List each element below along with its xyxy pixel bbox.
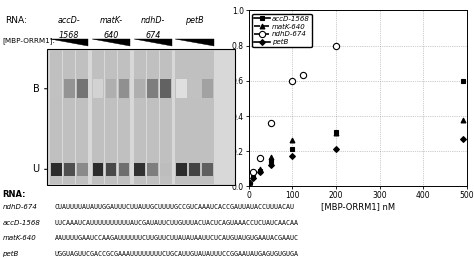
X-axis label: [MBP-ORRM1] nM: [MBP-ORRM1] nM (321, 202, 395, 211)
Bar (46, 49, 235, 185)
Bar (147, 79, 158, 98)
Bar (189, 79, 200, 98)
Bar (51, 163, 62, 176)
Text: [MBP-ORRM1]:: [MBP-ORRM1]: (2, 37, 55, 44)
Text: RNA:: RNA: (5, 16, 27, 25)
Bar (118, 50, 130, 184)
Legend: accD-1568, matK-640, ndhD-674, petB: accD-1568, matK-640, ndhD-674, petB (252, 14, 312, 47)
Bar (92, 79, 103, 98)
Text: 1568: 1568 (59, 32, 80, 40)
Bar (189, 163, 200, 176)
Text: accD-: accD- (58, 16, 81, 25)
Bar (77, 79, 88, 98)
Bar (105, 50, 117, 184)
Bar (64, 79, 74, 98)
Text: petB: petB (2, 251, 18, 257)
Polygon shape (175, 39, 214, 46)
Text: RNA:: RNA: (2, 190, 26, 199)
Bar (118, 163, 129, 176)
Bar (92, 163, 103, 176)
Bar (64, 163, 74, 176)
Text: accD-1568: accD-1568 (2, 220, 40, 226)
Bar (134, 163, 145, 176)
Y-axis label: FRACTION BOUND: FRACTION BOUND (221, 60, 230, 136)
Bar (106, 163, 117, 176)
Polygon shape (134, 39, 172, 46)
Text: 640: 640 (103, 32, 118, 40)
Text: B: B (33, 84, 39, 94)
Bar (118, 79, 129, 98)
Bar (176, 163, 187, 176)
Polygon shape (50, 39, 88, 46)
Bar (147, 163, 158, 176)
Bar (134, 79, 145, 98)
Bar (160, 163, 171, 176)
Bar (77, 163, 88, 176)
Text: AAUUUUGAAUCCAAGAUUUUUUCUUGUUCUUAUAUAAUUCUCAUGUAUGUGAAUACGAAUC: AAUUUUGAAUCCAAGAUUUUUUCUUGUUCUUAUAUAAUUC… (55, 235, 299, 241)
Bar (175, 50, 188, 184)
Bar (106, 79, 117, 98)
Text: UGGUAGUUCGACCGCGAAAUUUUUUUUCUGCAUUGUAUAUUUCCGGAAUAUGAGUGUGUGA: UGGUAGUUCGACCGCGAAAUUUUUUUUCUGCAUUGUAUAU… (55, 251, 299, 257)
Text: U: U (32, 164, 39, 174)
Bar (92, 50, 104, 184)
Text: UUCAAAUCAUUUUUUUUUUAUCGAUAUUCUUGUUUACUACUCAGUAAACCUCUAUCAACAA: UUCAAAUCAUUUUUUUUUUAUCGAUAUUCUUGUUUACUAC… (55, 220, 299, 226)
Bar (50, 50, 63, 184)
Text: matK-: matK- (100, 16, 123, 25)
Bar (160, 50, 172, 184)
Polygon shape (92, 39, 130, 46)
Text: petB: petB (185, 16, 204, 25)
Bar (189, 50, 201, 184)
Text: ndhD-: ndhD- (141, 16, 165, 25)
Text: matK-640: matK-640 (2, 235, 36, 241)
Text: CUAUUUUAUAUUGGAUUUCUUAUUGCUUUUGCCGUCAAAUCACCGAUUAUACCUUUACAU: CUAUUUUAUAUUGGAUUUCUUAUUGCUUUUGCCGUCAAAU… (55, 204, 294, 211)
Bar (201, 50, 214, 184)
Bar (51, 79, 62, 98)
Bar (63, 50, 75, 184)
Bar (134, 50, 146, 184)
Bar (76, 50, 88, 184)
Text: 674: 674 (145, 32, 161, 40)
Bar (176, 79, 187, 98)
Bar (146, 50, 159, 184)
Text: ndhD-674: ndhD-674 (2, 204, 37, 211)
Bar (202, 163, 213, 176)
Bar (202, 79, 213, 98)
Bar (160, 79, 171, 98)
